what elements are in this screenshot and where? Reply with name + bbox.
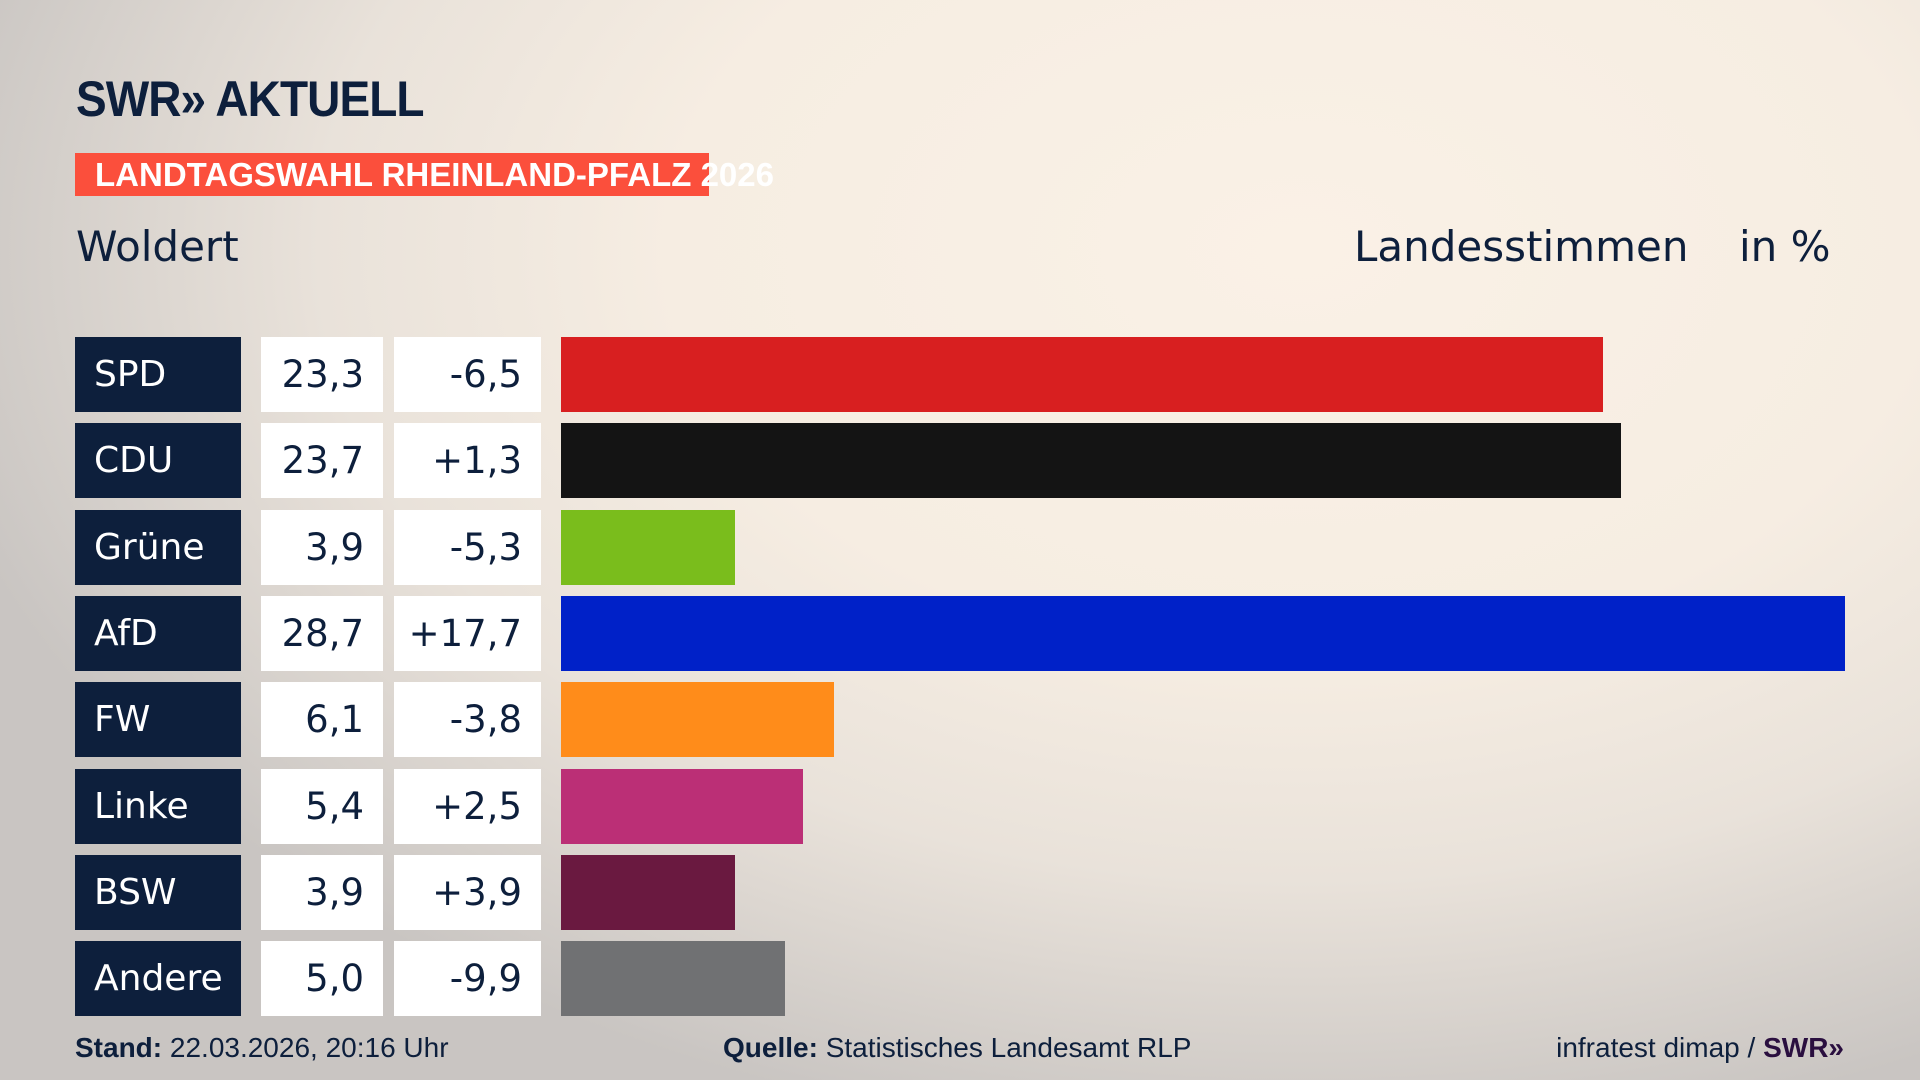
table-row: BSW 3,9 +3,9: [75, 854, 1875, 930]
table-row: FW 6,1 -3,8: [75, 682, 1875, 758]
value-label: 23,7: [261, 423, 383, 499]
diff-label: +2,5: [394, 768, 541, 844]
bar-grüne: [561, 509, 736, 585]
swr-logo: SWR»: [1763, 1032, 1844, 1063]
party-label: SPD: [75, 337, 241, 412]
table-row: Andere 5,0 -9,9: [75, 941, 1875, 1017]
unit-label: in %: [1739, 222, 1831, 271]
party-label: Grüne: [75, 509, 241, 585]
stand-value: 22.03.2026, 20:16 Uhr: [169, 1032, 449, 1063]
party-label: Linke: [75, 768, 241, 844]
diff-label: +17,7: [394, 595, 541, 671]
value-label: 23,3: [261, 337, 383, 412]
timestamp: Stand: 22.03.2026, 20:16 Uhr: [75, 1032, 449, 1064]
bar-bsw: [561, 854, 736, 930]
value-label: 3,9: [261, 509, 383, 585]
bar-cdu: [561, 423, 1622, 499]
election-banner: LANDTAGSWAHL RHEINLAND-PFALZ 2026: [75, 153, 774, 196]
party-label: FW: [75, 682, 241, 758]
value-label: 5,4: [261, 768, 383, 844]
value-label: 3,9: [261, 854, 383, 930]
bar-spd: [561, 337, 1604, 412]
value-label: 5,0: [261, 941, 383, 1017]
credit-text: infratest dimap /: [1556, 1032, 1756, 1063]
place-title: Woldert: [76, 222, 239, 271]
bar-fw: [561, 682, 834, 758]
table-row: SPD 23,3 -6,5: [75, 337, 1875, 412]
bar-linke: [561, 768, 803, 844]
diff-label: +3,9: [394, 854, 541, 930]
bar-andere: [561, 941, 785, 1017]
value-label: 6,1: [261, 682, 383, 758]
diff-label: -9,9: [394, 941, 541, 1017]
source-value: Statistisches Landesamt RLP: [825, 1032, 1192, 1063]
table-row: CDU 23,7 +1,3: [75, 423, 1875, 499]
diff-label: -6,5: [394, 337, 541, 412]
diff-label: -5,3: [394, 509, 541, 585]
table-row: Linke 5,4 +2,5: [75, 768, 1875, 844]
diff-label: +1,3: [394, 423, 541, 499]
stand-label: Stand:: [75, 1032, 163, 1063]
table-row: Grüne 3,9 -5,3: [75, 509, 1875, 585]
value-label: 28,7: [261, 595, 383, 671]
swr-aktuell-logo: SWR» AKTUELL: [76, 71, 424, 127]
party-label: Andere: [75, 941, 241, 1017]
party-label: BSW: [75, 854, 241, 930]
source: Quelle: Statistisches Landesamt RLP: [723, 1032, 1191, 1064]
metric-label: Landesstimmen: [1354, 222, 1689, 271]
party-label: AfD: [75, 595, 241, 671]
party-label: CDU: [75, 423, 241, 499]
diff-label: -3,8: [394, 682, 541, 758]
table-row: AfD 28,7 +17,7: [75, 595, 1875, 671]
bar-afd: [561, 595, 1845, 671]
source-label: Quelle:: [723, 1032, 818, 1063]
credit: infratest dimap / SWR»: [1556, 1032, 1844, 1064]
